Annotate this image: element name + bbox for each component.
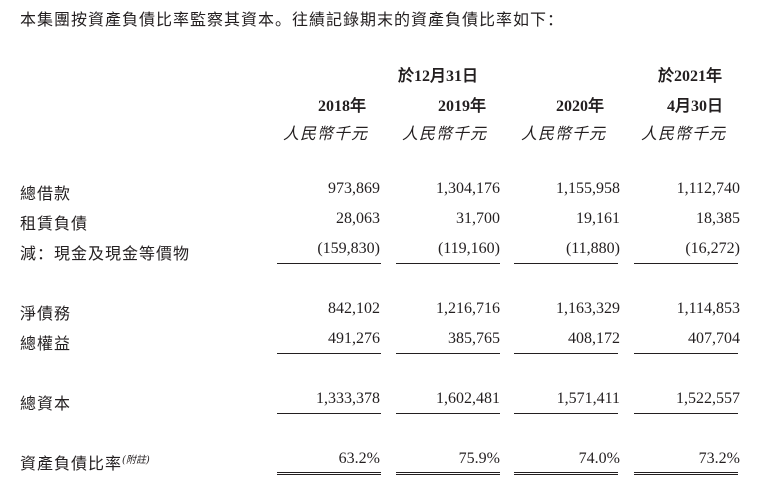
row-label-net-debt: 淨債務 [20,304,72,323]
cell-total-equity-2021apr: 407,704 [688,330,740,347]
gearing-ratio-note: (附註) [122,455,150,466]
final-double-rule [396,472,500,475]
cell-net-debt-2018: 842,102 [328,300,380,317]
cell-total-capital-2021apr: 1,522,557 [676,390,740,407]
cell-total-capital-2018: 1,333,378 [316,390,380,407]
subtotal-rule [634,263,738,264]
subtotal-rule [634,353,738,354]
subtotal-rule [396,353,500,354]
gearing-ratio-label-text: 資產負債比率 [20,454,123,473]
col2-unit: 人民幣千元 [402,124,488,143]
cell-gearing-ratio-2018: 63.2% [338,450,380,467]
total-rule [396,413,500,414]
cell-total-capital-2019: 1,602,481 [436,390,500,407]
col3-header-year: 2020年 [556,98,605,115]
cell-less-cash-2020: (11,880) [565,240,620,257]
cell-lease-liabilities-2019: 31,700 [456,210,500,227]
final-double-rule [634,472,738,475]
total-rule [634,413,738,414]
cell-gearing-ratio-2019: 75.9% [458,450,500,467]
cell-less-cash-2019: (119,160) [437,240,500,257]
subtotal-rule [396,263,500,264]
cell-total-capital-2020: 1,571,411 [556,390,620,407]
row-label-total-capital: 總資本 [20,394,72,413]
total-rule [277,413,381,414]
row-label-gearing-ratio: 資產負債比率(附註) [20,450,150,474]
col1-unit: 人民幣千元 [283,124,369,143]
col1-header-year: 2018年 [318,98,367,115]
col4-unit: 人民幣千元 [641,124,727,143]
total-rule [514,413,618,414]
cell-total-borrowings-2018: 973,869 [328,180,380,197]
col4-header-line1: 於2021年 [658,68,723,85]
subtotal-rule [277,353,381,354]
group-header-dec31: 於12月31日 [398,68,479,85]
cell-total-equity-2020: 408,172 [568,330,620,347]
cell-lease-liabilities-2018: 28,063 [336,210,380,227]
cell-total-borrowings-2020: 1,155,958 [556,180,620,197]
cell-less-cash-2021apr: (16,272) [685,240,740,257]
subtotal-rule [514,263,618,264]
row-label-total-equity: 總權益 [20,334,72,353]
intro-text: 本集團按資產負債比率監察其資本。往績記錄期末的資產負債比率如下： [20,10,565,29]
final-double-rule [514,472,618,475]
cell-total-borrowings-2019: 1,304,176 [436,180,500,197]
row-label-total-borrowings: 總借款 [20,184,72,203]
cell-gearing-ratio-2021apr: 73.2% [698,450,740,467]
row-label-less-cash: 減：現金及現金等價物 [20,244,191,263]
cell-total-borrowings-2021apr: 1,112,740 [676,180,740,197]
col3-unit: 人民幣千元 [521,124,607,143]
cell-lease-liabilities-2020: 19,161 [576,210,620,227]
cell-gearing-ratio-2020: 74.0% [578,450,620,467]
cell-total-equity-2019: 385,765 [448,330,500,347]
cell-total-equity-2018: 491,276 [328,330,380,347]
subtotal-rule [514,353,618,354]
cell-net-debt-2019: 1,216,716 [436,300,500,317]
cell-less-cash-2018: (159,830) [317,240,380,257]
row-label-lease-liabilities: 租賃負債 [20,214,89,233]
cell-lease-liabilities-2021apr: 18,385 [696,210,740,227]
final-double-rule [277,472,381,475]
cell-net-debt-2021apr: 1,114,853 [676,300,740,317]
col4-header-line2: 4月30日 [667,98,724,115]
col2-header-year: 2019年 [438,98,487,115]
cell-net-debt-2020: 1,163,329 [556,300,620,317]
subtotal-rule [277,263,381,264]
